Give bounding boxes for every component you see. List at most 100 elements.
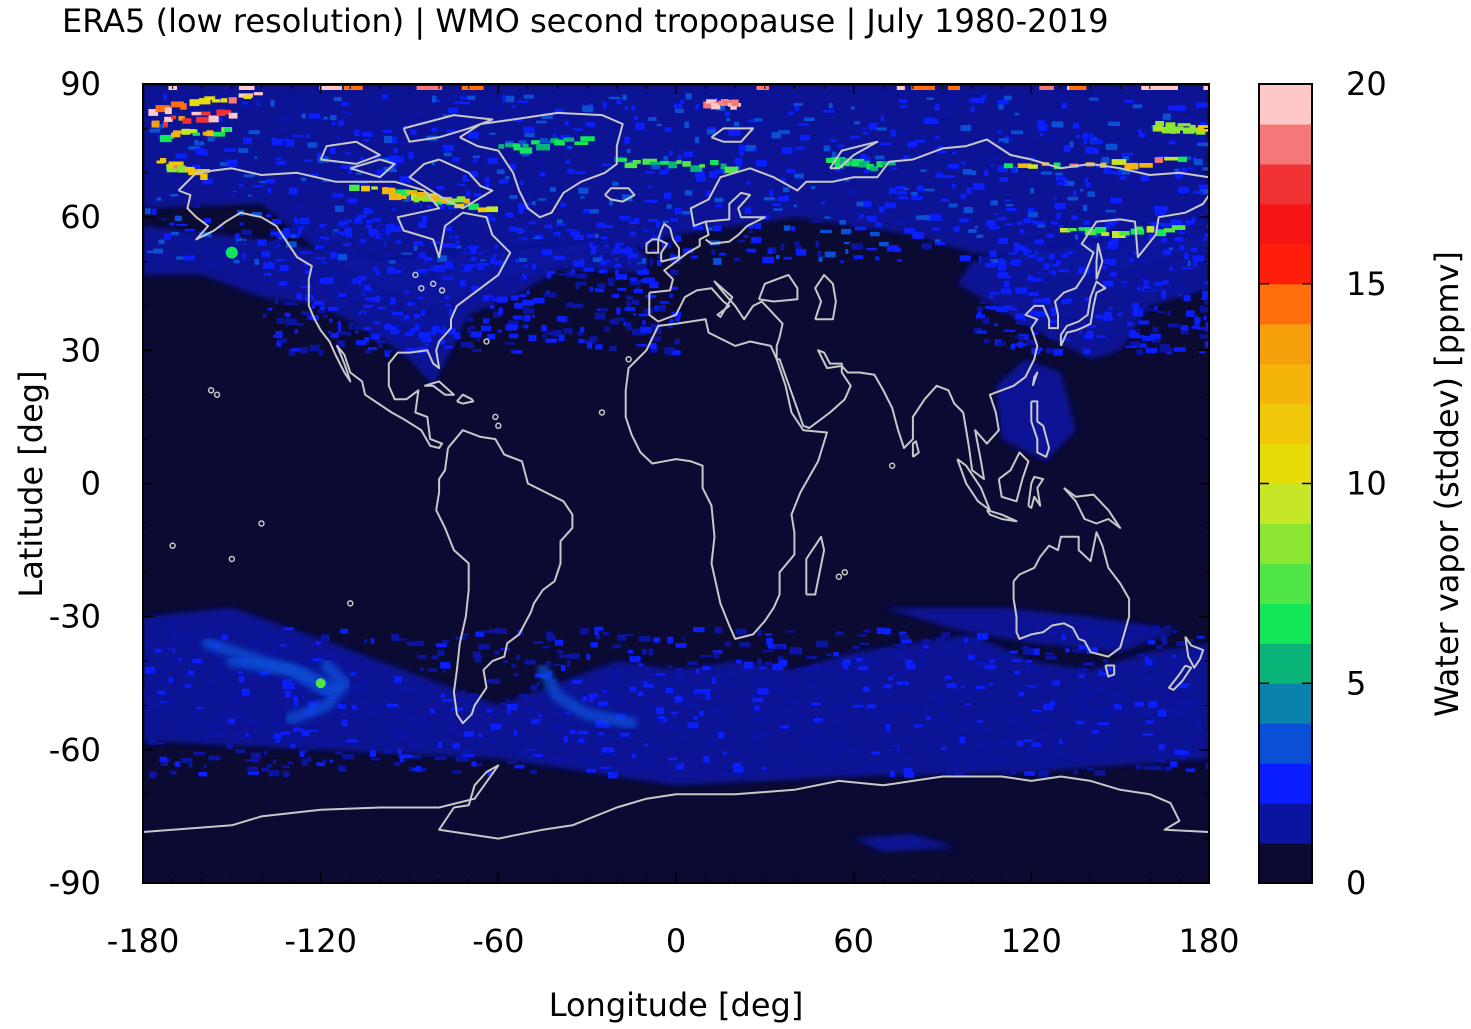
field-speckle: [596, 222, 606, 228]
field-speckle: [702, 694, 711, 700]
field-speckle: [788, 700, 799, 705]
field-speckle: [961, 161, 966, 165]
field-speckle: [478, 277, 482, 281]
field-speckle: [947, 95, 955, 102]
field-speckle: [861, 156, 871, 164]
field-speckle: [959, 255, 971, 262]
field-speckle: [592, 257, 603, 262]
field-speckle: [462, 174, 467, 182]
field-speckle: [1083, 204, 1088, 212]
coastline-path: [435, 429, 574, 725]
field-speckle: [771, 132, 781, 139]
field-speckle: [905, 659, 913, 665]
field-speckle: [1129, 329, 1136, 334]
field-speckle: [316, 762, 326, 766]
field-speckle: [675, 317, 680, 322]
field-speckle: [677, 154, 682, 162]
field-speckle: [499, 238, 504, 242]
field-speckle: [1054, 750, 1065, 757]
field-speckle: [734, 257, 740, 262]
field-speckle: [1047, 719, 1054, 723]
field-speckle: [923, 705, 932, 712]
field-speckle: [559, 688, 565, 692]
field-speckle: [483, 274, 492, 278]
field-speckle: [1103, 659, 1109, 663]
field-speckle: [996, 656, 1006, 662]
field-speckle: [1048, 320, 1058, 323]
field-speckle: [769, 122, 778, 129]
field-speckle: [514, 302, 524, 309]
field-speckle: [218, 678, 222, 681]
field-speckle: [1205, 341, 1209, 348]
field-speckle: [1191, 247, 1198, 252]
field-speckle: [283, 683, 295, 690]
field-speckle: [849, 747, 860, 754]
field-hot-speckle: [844, 161, 851, 167]
field-speckle: [362, 132, 371, 137]
field-speckle: [1146, 720, 1155, 724]
field-speckle: [933, 716, 946, 721]
field-speckle: [502, 745, 507, 752]
field-hot-speckle: [852, 158, 865, 163]
field-speckle: [745, 145, 756, 152]
field-speckle: [264, 272, 272, 276]
field-speckle: [997, 130, 1002, 134]
field-speckle: [959, 736, 966, 744]
field-speckle: [895, 186, 905, 190]
field-speckle: [1060, 331, 1066, 338]
field-speckle: [323, 314, 328, 318]
field-speckle: [1084, 177, 1089, 183]
field-speckle: [577, 331, 584, 336]
field-speckle: [763, 197, 776, 201]
field-speckle: [417, 320, 428, 327]
field-speckle: [1187, 231, 1195, 237]
field-speckle: [534, 641, 543, 644]
coastline-path: [143, 764, 1209, 840]
field-speckle: [566, 660, 571, 668]
field-speckle: [449, 308, 453, 316]
field-speckle: [859, 214, 864, 222]
field-speckle: [313, 239, 325, 245]
field-speckle: [207, 722, 219, 727]
field-speckle: [311, 257, 323, 264]
field-speckle: [361, 312, 365, 315]
field-speckle: [1063, 178, 1069, 181]
field-speckle: [1027, 254, 1037, 258]
field-hot-speckle: [682, 161, 691, 167]
field-speckle: [944, 182, 953, 188]
field-speckle: [297, 220, 303, 223]
field-speckle: [292, 203, 302, 210]
field-speckle: [707, 127, 716, 135]
field-speckle: [786, 169, 796, 173]
field-speckle: [552, 330, 562, 337]
field-speckle: [629, 277, 638, 282]
field-speckle: [308, 729, 318, 732]
field-speckle: [299, 347, 309, 354]
field-speckle: [301, 758, 311, 761]
field-speckle: [860, 218, 868, 221]
field-speckle: [498, 307, 503, 315]
field-speckle: [1142, 295, 1149, 299]
field-speckle: [991, 662, 998, 665]
field-speckle: [816, 640, 829, 648]
field-speckle: [486, 678, 494, 684]
field-speckle: [1199, 350, 1206, 354]
field-hot-speckle: [406, 190, 417, 195]
field-speckle: [204, 740, 211, 744]
field-speckle: [278, 138, 290, 141]
field-speckle: [151, 636, 156, 640]
colorbar-swatch: [1259, 683, 1312, 724]
field-speckle: [283, 301, 295, 305]
coastline-island: [492, 413, 499, 421]
coastline-path: [1095, 242, 1104, 280]
field-speckle: [743, 661, 754, 669]
field-speckle: [762, 711, 774, 716]
coastline-path: [705, 191, 766, 245]
field-speckle: [1033, 221, 1045, 225]
field-speckle: [838, 673, 847, 678]
field-speckle: [600, 260, 611, 267]
field-speckle: [631, 754, 636, 759]
field-speckle: [336, 225, 343, 228]
field-speckle: [914, 724, 923, 728]
field-speckle: [659, 223, 671, 229]
